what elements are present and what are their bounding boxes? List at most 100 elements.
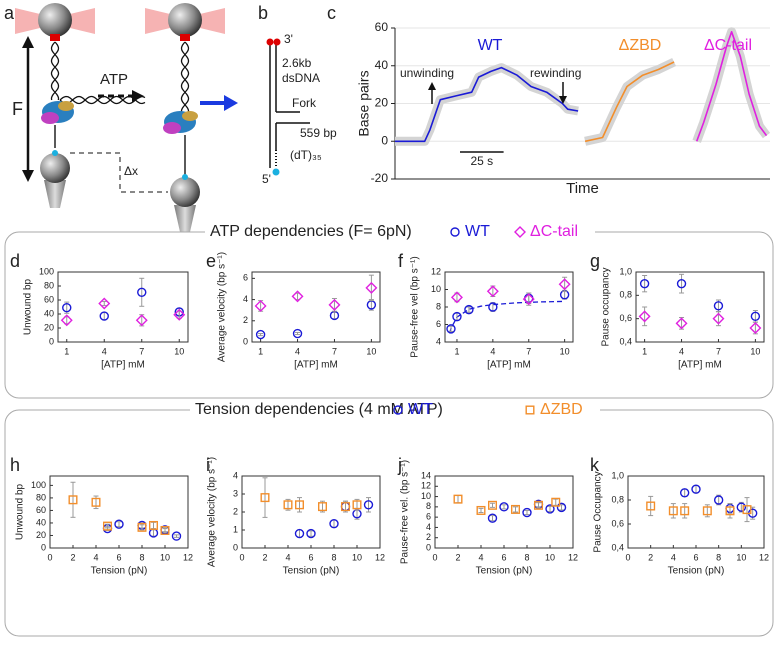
point — [91, 497, 101, 507]
diagram-a: F ATP Δx a — [4, 3, 238, 232]
y-axis-label: Average velocity (bp s⁻¹) — [217, 252, 228, 362]
series-label: ΔZBD — [619, 37, 662, 54]
panel-letter: c — [327, 3, 336, 23]
point — [464, 304, 474, 315]
y-tick-label: 0,8 — [619, 290, 632, 300]
end-label: 5' — [262, 172, 271, 186]
y-tick-label: 0,6 — [611, 518, 624, 528]
x-tick-label: 0 — [239, 552, 244, 562]
header-bg — [205, 222, 595, 242]
biotin — [266, 38, 274, 46]
point — [62, 303, 72, 313]
panel-letter: g — [590, 251, 600, 271]
force-label: F — [12, 99, 23, 119]
point — [318, 502, 328, 512]
point — [306, 528, 316, 539]
x-tick-label: 4 — [490, 346, 495, 356]
length-label: 2.6kb — [282, 56, 312, 70]
biotin — [273, 38, 281, 46]
x-axis-label: Tension (pN) — [668, 566, 725, 577]
x-axis-label: Tension (pN) — [476, 566, 533, 577]
x-tick-label: 2 — [70, 552, 75, 562]
trace — [395, 66, 579, 143]
diagram-b: b 3' 2.6kb dsDNA Fork 559 bp (dT)₃₅ 5' — [258, 3, 337, 186]
y-tick-label: 12 — [421, 481, 431, 491]
x-tick-label: 6 — [501, 552, 506, 562]
y-tick-label: 60 — [44, 294, 54, 304]
y-tick-label: 60 — [375, 20, 389, 34]
protein — [41, 112, 59, 124]
trace — [695, 31, 768, 142]
point — [713, 495, 724, 505]
arrow-head — [224, 95, 238, 111]
x-tick-label: 7 — [139, 346, 144, 356]
y-tick-label: 4 — [426, 522, 431, 532]
panel-letter: b — [258, 3, 268, 23]
point — [450, 291, 463, 304]
y-tick-label: 0 — [41, 542, 46, 552]
point — [255, 329, 266, 340]
point — [283, 500, 293, 510]
point — [679, 488, 690, 498]
y-tick-label: 100 — [31, 480, 46, 490]
section-box — [4, 231, 774, 399]
y-tick-label: 4 — [243, 294, 248, 304]
point — [736, 502, 747, 512]
point — [488, 500, 498, 510]
y-tick-label: 1,0 — [619, 266, 632, 276]
point — [99, 311, 109, 321]
segment-label: 559 bp — [300, 126, 337, 140]
point — [499, 502, 509, 512]
x-tick-label: 7 — [526, 346, 531, 356]
panel-letter: k — [590, 455, 600, 475]
legend-label: WT — [465, 223, 490, 240]
y-tick-label: 6 — [436, 319, 441, 329]
y-tick-label: 0,8 — [611, 494, 624, 504]
x-tick-label: 1 — [258, 346, 263, 356]
point — [173, 308, 186, 321]
point — [675, 317, 688, 330]
legend-label: ΔC-tail — [530, 223, 578, 240]
point — [534, 500, 544, 510]
x-tick-label: 4 — [671, 552, 676, 562]
bead — [38, 3, 72, 37]
anchor — [52, 150, 58, 156]
x-tick-label: 12 — [183, 552, 193, 562]
panel-letter: j — [397, 455, 402, 475]
x-tick-label: 4 — [102, 346, 107, 356]
pipette — [44, 180, 66, 208]
x-axis-label: [ATP] mM — [678, 360, 722, 371]
y-tick-label: 80 — [36, 492, 46, 502]
point — [60, 314, 73, 327]
point — [488, 302, 498, 312]
x-axis-label: [ATP] mM — [294, 360, 338, 371]
point — [160, 525, 170, 535]
x-tick-label: 7 — [332, 346, 337, 356]
x-axis-label: Tension (pN) — [91, 566, 148, 577]
x-tick-label: 10 — [750, 346, 760, 356]
point — [102, 521, 112, 531]
fork-label: Fork — [292, 96, 317, 110]
y-tick-label: 40 — [36, 517, 46, 527]
annotation: unwinding — [400, 66, 454, 80]
y-tick-label: 6 — [243, 273, 248, 283]
laser — [15, 8, 40, 34]
point — [292, 328, 303, 339]
y-tick-label: -20 — [371, 171, 389, 185]
y-tick-label: 8 — [436, 301, 441, 311]
dna — [180, 41, 190, 113]
x-tick-label: 4 — [478, 552, 483, 562]
point — [171, 531, 182, 541]
y-tick-label: 60 — [36, 505, 46, 515]
x-tick-label: 10 — [736, 552, 746, 562]
point — [135, 314, 148, 327]
point — [749, 322, 762, 334]
y-tick-label: 20 — [36, 530, 46, 540]
series-label: ΔC-tail — [704, 37, 752, 54]
pipette — [174, 205, 196, 232]
x-tick-label: 8 — [331, 552, 336, 562]
point — [291, 290, 304, 303]
point — [680, 506, 690, 516]
legend-marker — [514, 226, 526, 238]
x-tick-label: 8 — [716, 552, 721, 562]
